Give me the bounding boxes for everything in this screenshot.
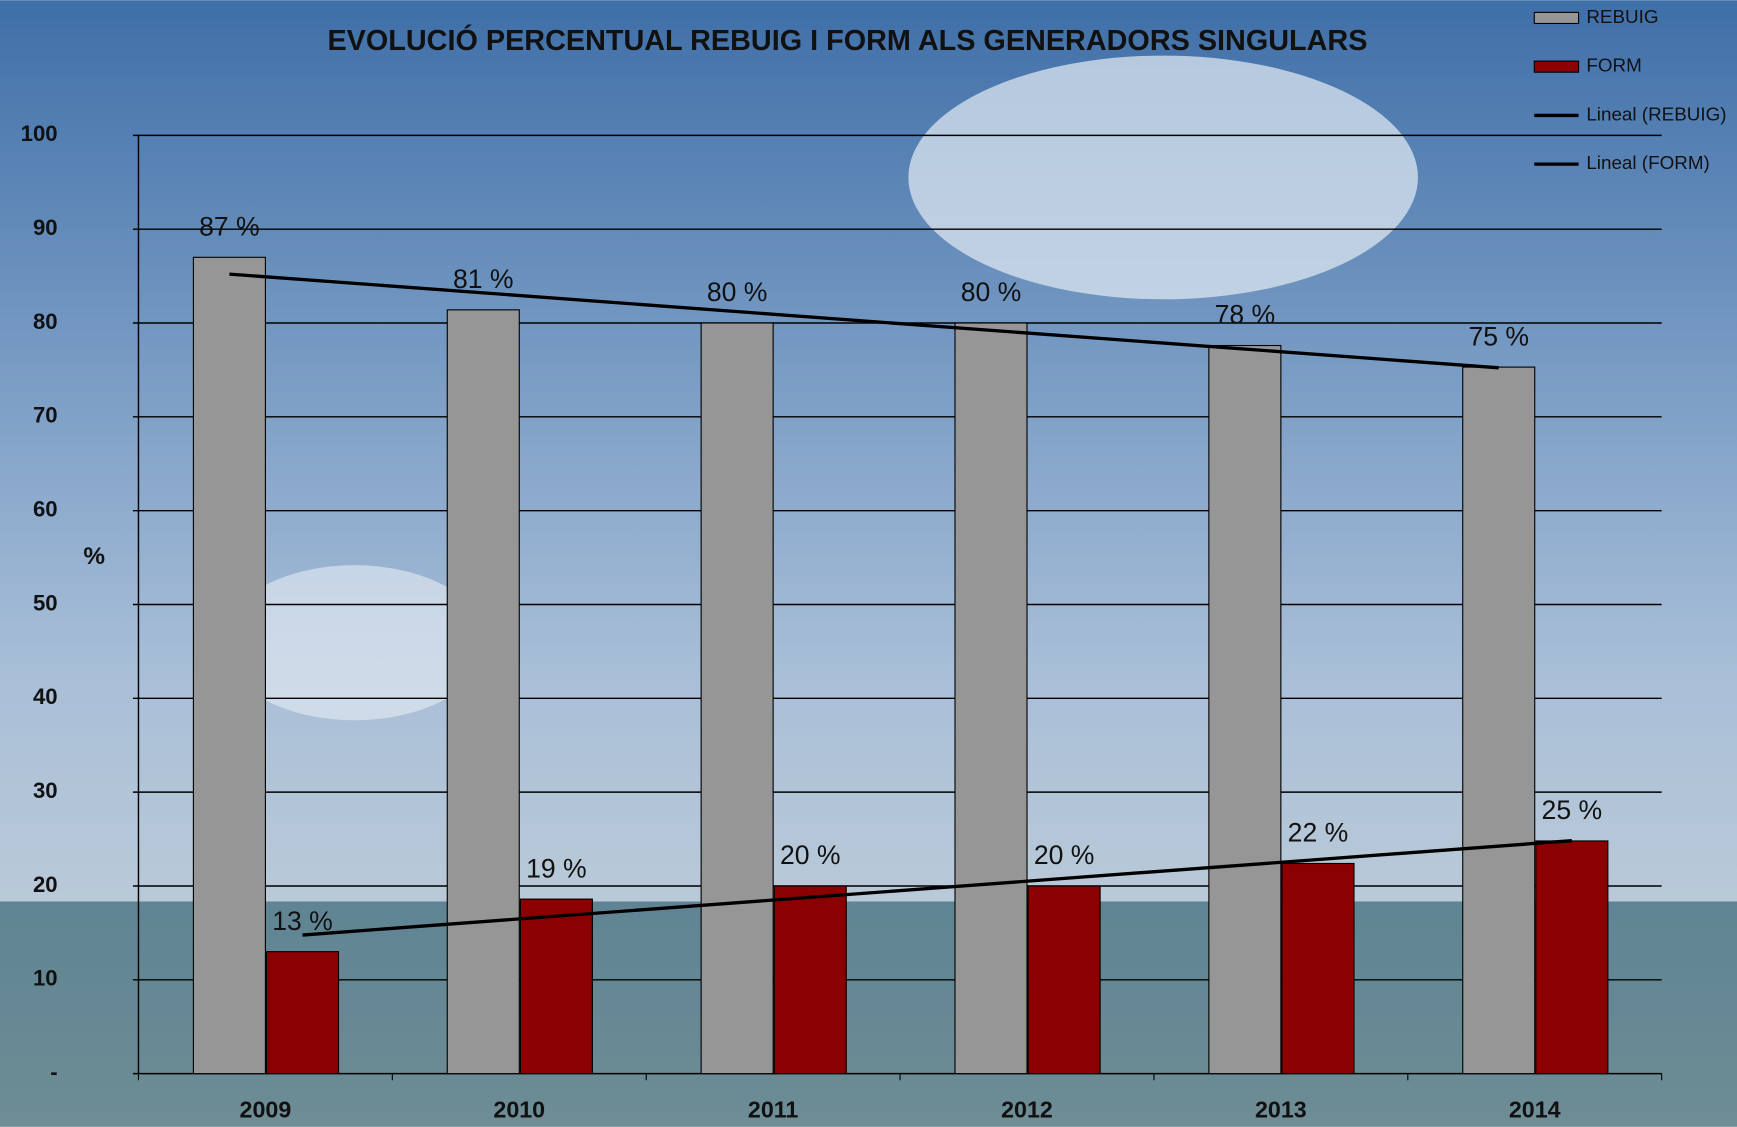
x-tick-label: 2013 bbox=[1255, 1096, 1307, 1122]
value-label: 22 % bbox=[1288, 818, 1349, 848]
legend-swatch bbox=[1534, 61, 1578, 72]
chart: EVOLUCIÓ PERCENTUAL REBUIG I FORM ALS GE… bbox=[0, 0, 1737, 1127]
y-tick-label: 30 bbox=[33, 778, 58, 803]
value-label: 80 % bbox=[961, 277, 1022, 307]
bar bbox=[267, 952, 339, 1074]
bar bbox=[1536, 841, 1608, 1074]
value-label: 75 % bbox=[1468, 321, 1529, 351]
legend-label: FORM bbox=[1586, 55, 1641, 76]
y-tick-label: 10 bbox=[33, 966, 58, 991]
bar bbox=[1028, 886, 1100, 1074]
legend-swatch bbox=[1534, 12, 1578, 23]
value-label: 80 % bbox=[707, 277, 768, 307]
value-label: 19 % bbox=[526, 853, 587, 883]
bar bbox=[1209, 346, 1281, 1074]
bar bbox=[1282, 863, 1354, 1073]
x-tick-label: 2010 bbox=[493, 1096, 545, 1122]
chart-title: EVOLUCIÓ PERCENTUAL REBUIG I FORM ALS GE… bbox=[327, 23, 1367, 57]
cloud bbox=[908, 56, 1418, 300]
y-tick-label: 20 bbox=[33, 872, 58, 897]
bar bbox=[447, 310, 519, 1074]
value-label: 20 % bbox=[780, 840, 841, 870]
y-tick-label: 100 bbox=[21, 121, 58, 146]
x-tick-label: 2009 bbox=[240, 1096, 292, 1122]
y-tick-label: 50 bbox=[33, 590, 58, 615]
legend-label: Lineal (REBUIG) bbox=[1586, 103, 1726, 124]
x-tick-label: 2012 bbox=[1001, 1096, 1053, 1122]
y-axis-label: % bbox=[83, 543, 105, 570]
bar bbox=[774, 886, 846, 1074]
y-tick-label: 70 bbox=[33, 403, 58, 428]
x-tick-label: 2011 bbox=[748, 1096, 799, 1122]
value-label: 81 % bbox=[453, 264, 514, 294]
value-label: 13 % bbox=[272, 906, 333, 936]
bar bbox=[520, 899, 592, 1074]
y-tick-label: 40 bbox=[33, 684, 58, 709]
value-label: 78 % bbox=[1215, 300, 1276, 330]
bar bbox=[1463, 367, 1535, 1074]
bar bbox=[955, 323, 1027, 1074]
legend-label: Lineal (FORM) bbox=[1586, 152, 1709, 173]
bar bbox=[701, 323, 773, 1074]
value-label: 87 % bbox=[199, 212, 260, 242]
value-label: 25 % bbox=[1542, 795, 1603, 825]
y-tick-label: 60 bbox=[33, 497, 58, 522]
y-tick-label: 90 bbox=[33, 215, 58, 240]
legend-label: REBUIG bbox=[1586, 6, 1658, 27]
bar bbox=[193, 257, 265, 1073]
y-tick-label: 80 bbox=[33, 309, 58, 334]
y-tick-label: - bbox=[50, 1059, 57, 1084]
value-label: 20 % bbox=[1034, 840, 1095, 870]
x-tick-label: 2014 bbox=[1509, 1096, 1561, 1122]
